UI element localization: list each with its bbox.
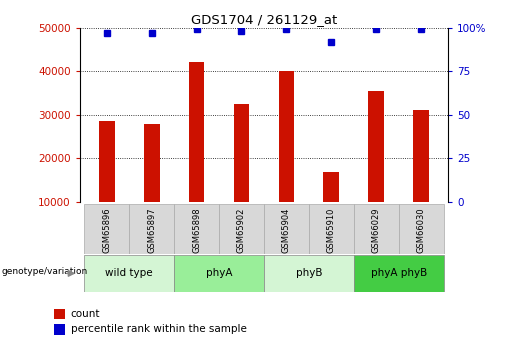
Bar	[279, 71, 294, 202]
Bar	[54, 324, 64, 335]
Text: GSM65898: GSM65898	[192, 208, 201, 253]
Bar	[144, 124, 160, 202]
Bar	[413, 110, 429, 202]
Text: phyA phyB: phyA phyB	[370, 268, 427, 278]
Bar	[354, 255, 443, 292]
Text: count: count	[71, 309, 100, 319]
Bar	[354, 204, 399, 254]
Bar	[174, 255, 264, 292]
Bar	[84, 255, 174, 292]
Bar	[84, 204, 129, 254]
Bar	[188, 62, 204, 202]
Text: GSM66030: GSM66030	[417, 208, 425, 253]
Bar	[323, 172, 339, 202]
Bar	[129, 204, 174, 254]
Text: wild type: wild type	[106, 268, 153, 278]
Text: percentile rank within the sample: percentile rank within the sample	[71, 325, 247, 334]
Bar	[264, 204, 309, 254]
Text: GSM66029: GSM66029	[372, 208, 381, 253]
Text: genotype/variation: genotype/variation	[2, 267, 88, 276]
Bar	[368, 91, 384, 202]
Bar	[99, 121, 115, 202]
Bar	[399, 204, 443, 254]
Text: GSM65910: GSM65910	[327, 208, 336, 253]
Bar	[219, 204, 264, 254]
Title: GDS1704 / 261129_at: GDS1704 / 261129_at	[191, 13, 337, 27]
Text: phyB: phyB	[296, 268, 322, 278]
Bar	[174, 204, 219, 254]
Text: GSM65902: GSM65902	[237, 208, 246, 253]
Bar	[234, 104, 249, 202]
Text: GSM65896: GSM65896	[102, 208, 111, 253]
Bar	[264, 255, 354, 292]
Bar	[309, 204, 354, 254]
Bar	[54, 309, 64, 319]
Text: GSM65897: GSM65897	[147, 208, 156, 253]
Text: phyA: phyA	[206, 268, 232, 278]
Text: GSM65904: GSM65904	[282, 208, 291, 253]
